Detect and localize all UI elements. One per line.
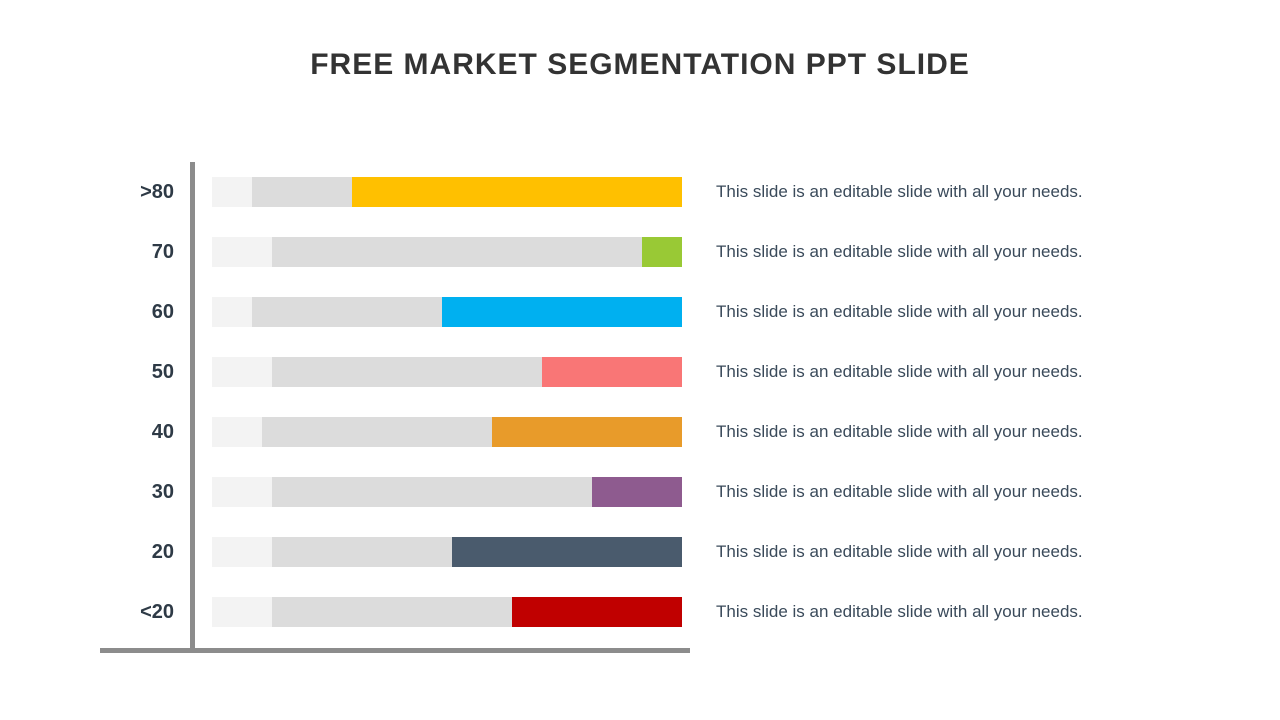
bar-segment (492, 417, 682, 447)
bar-segment (212, 537, 272, 567)
chart-row: 20 (100, 537, 690, 567)
bar-segment (542, 357, 682, 387)
bar-track (212, 537, 682, 567)
bar-segment (272, 597, 512, 627)
row-label: <20 (100, 601, 180, 624)
bar-segment (272, 237, 642, 267)
bar-segment (252, 297, 442, 327)
bar-segment (262, 417, 492, 447)
row-label: 50 (100, 361, 180, 384)
bar-segment (252, 177, 352, 207)
row-description: This slide is an editable slide with all… (716, 177, 1083, 207)
chart-row: 70 (100, 237, 690, 267)
bar-segment (212, 477, 272, 507)
row-description: This slide is an editable slide with all… (716, 297, 1083, 327)
row-label: 40 (100, 421, 180, 444)
chart-row: 60 (100, 297, 690, 327)
bar-segment (212, 417, 262, 447)
row-description: This slide is an editable slide with all… (716, 417, 1083, 447)
bar-track (212, 597, 682, 627)
row-label: 70 (100, 241, 180, 264)
slide-title: FREE MARKET SEGMENTATION PPT SLIDE (0, 48, 1280, 82)
bar-segment (272, 537, 452, 567)
bar-segment (272, 357, 542, 387)
row-label: >80 (100, 181, 180, 204)
bar-track (212, 177, 682, 207)
bar-segment (212, 597, 272, 627)
bar-segment (212, 177, 252, 207)
row-description: This slide is an editable slide with all… (716, 357, 1083, 387)
chart-row: <20 (100, 597, 690, 627)
bar-segment (212, 237, 272, 267)
bar-segment (352, 177, 682, 207)
bar-segment (442, 297, 682, 327)
axis-y (190, 162, 195, 652)
bar-segment (592, 477, 682, 507)
bar-segment (642, 237, 682, 267)
row-label: 30 (100, 481, 180, 504)
row-description: This slide is an editable slide with all… (716, 597, 1083, 627)
bar-segment (452, 537, 682, 567)
slide: FREE MARKET SEGMENTATION PPT SLIDE >80 70… (0, 0, 1280, 720)
bar-track (212, 477, 682, 507)
axis-x (100, 648, 690, 653)
bar-segment (212, 297, 252, 327)
bar-track (212, 357, 682, 387)
row-label: 20 (100, 541, 180, 564)
row-label: 60 (100, 301, 180, 324)
bar-segment (272, 477, 592, 507)
bar-track (212, 417, 682, 447)
bar-track (212, 237, 682, 267)
chart-row: 30 (100, 477, 690, 507)
chart-row: 40 (100, 417, 690, 447)
row-description: This slide is an editable slide with all… (716, 237, 1083, 267)
row-description: This slide is an editable slide with all… (716, 537, 1083, 567)
chart-row: >80 (100, 177, 690, 207)
bar-segment (512, 597, 682, 627)
chart-area: >80 70 60 50 40 30 20 <20 (100, 162, 690, 654)
row-description: This slide is an editable slide with all… (716, 477, 1083, 507)
bar-segment (212, 357, 272, 387)
chart-row: 50 (100, 357, 690, 387)
bar-track (212, 297, 682, 327)
